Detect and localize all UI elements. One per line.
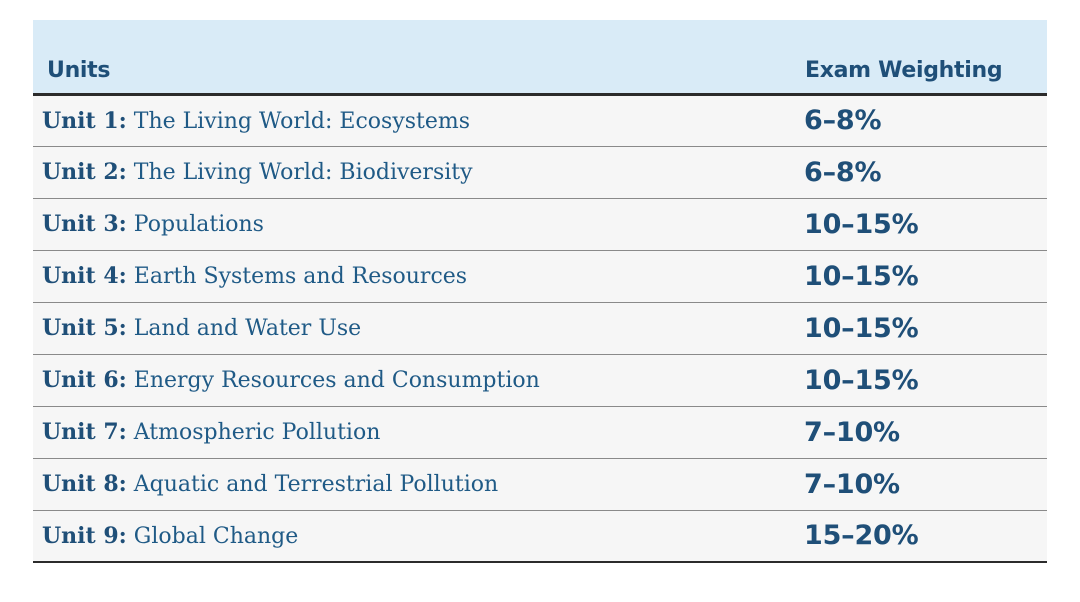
table-body: Unit 1: The Living World: Ecosystems 6–8…: [33, 94, 1047, 563]
table-header: Units Exam Weighting: [33, 20, 1047, 96]
table-row-unit-9: Unit 9: Global Change 15–20%: [33, 510, 1047, 563]
unit-title: Land and Water Use: [133, 316, 362, 341]
table-row-unit-7: Unit 7: Atmospheric Pollution 7–10%: [33, 406, 1047, 459]
unit-title: The Living World: Ecosystems: [133, 108, 471, 134]
table-row-unit-8: Unit 8: Aquatic and Terrestrial Pollutio…: [33, 458, 1047, 511]
unit-title: Global Change: [133, 523, 299, 549]
weighting-cell: 6–8%: [791, 146, 1047, 199]
exam-weighting-column-header: Exam Weighting: [791, 20, 1047, 96]
header-row: Units Exam Weighting: [33, 20, 1047, 96]
unit-title: Populations: [133, 212, 264, 237]
unit-cell: Unit 9: Global Change: [33, 510, 791, 563]
unit-title: Atmospheric Pollution: [133, 420, 381, 445]
unit-cell: Unit 7: Atmospheric Pollution: [33, 406, 791, 459]
weighting-cell: 15–20%: [791, 510, 1047, 563]
unit-number: Unit 3:: [42, 211, 127, 237]
unit-number: Unit 8:: [42, 471, 127, 497]
table-row-unit-1: Unit 1: The Living World: Ecosystems 6–8…: [33, 94, 1047, 147]
table-row-unit-4: Unit 4: Earth Systems and Resources 10–1…: [33, 250, 1047, 303]
exam-weighting-table: Units Exam Weighting Unit 1: The Living …: [33, 20, 1047, 563]
unit-title: Earth Systems and Resources: [133, 264, 468, 289]
unit-number: Unit 5:: [42, 315, 127, 341]
unit-cell: Unit 6: Energy Resources and Consumption: [33, 354, 791, 407]
unit-cell: Unit 8: Aquatic and Terrestrial Pollutio…: [33, 458, 791, 511]
unit-number: Unit 4:: [42, 263, 127, 289]
table-row-unit-3: Unit 3: Populations 10–15%: [33, 198, 1047, 251]
weighting-cell: 10–15%: [791, 302, 1047, 355]
unit-cell: Unit 5: Land and Water Use: [33, 302, 791, 355]
unit-title: The Living World: Biodiversity: [133, 160, 473, 185]
weighting-cell: 10–15%: [791, 198, 1047, 251]
unit-number: Unit 9:: [42, 522, 127, 549]
weighting-cell: 10–15%: [791, 354, 1047, 407]
unit-cell: Unit 3: Populations: [33, 198, 791, 251]
weighting-cell: 6–8%: [791, 94, 1047, 147]
weighting-cell: 10–15%: [791, 250, 1047, 303]
units-column-header: Units: [33, 20, 791, 96]
table-row-unit-6: Unit 6: Energy Resources and Consumption…: [33, 354, 1047, 407]
unit-number: Unit 6:: [42, 367, 127, 393]
table-row-unit-5: Unit 5: Land and Water Use 10–15%: [33, 302, 1047, 355]
weighting-cell: 7–10%: [791, 458, 1047, 511]
unit-cell: Unit 4: Earth Systems and Resources: [33, 250, 791, 303]
unit-title: Energy Resources and Consumption: [133, 368, 540, 393]
unit-number: Unit 1:: [42, 107, 127, 134]
unit-cell: Unit 2: The Living World: Biodiversity: [33, 146, 791, 199]
unit-number: Unit 7:: [42, 419, 127, 445]
unit-number: Unit 2:: [42, 159, 127, 185]
unit-cell: Unit 1: The Living World: Ecosystems: [33, 94, 791, 147]
table-row-unit-2: Unit 2: The Living World: Biodiversity 6…: [33, 146, 1047, 199]
exam-weighting-table-container: Units Exam Weighting Unit 1: The Living …: [33, 20, 1047, 563]
weighting-cell: 7–10%: [791, 406, 1047, 459]
unit-title: Aquatic and Terrestrial Pollution: [133, 472, 499, 497]
